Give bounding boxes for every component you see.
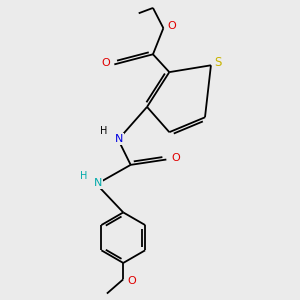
Text: N: N <box>94 178 102 188</box>
Text: N: N <box>115 134 123 144</box>
Text: H: H <box>80 171 88 181</box>
Text: O: O <box>127 276 136 286</box>
Text: H: H <box>100 126 108 136</box>
Text: O: O <box>167 21 176 31</box>
Text: O: O <box>171 153 180 163</box>
Text: O: O <box>101 58 110 68</box>
Text: S: S <box>215 56 222 69</box>
